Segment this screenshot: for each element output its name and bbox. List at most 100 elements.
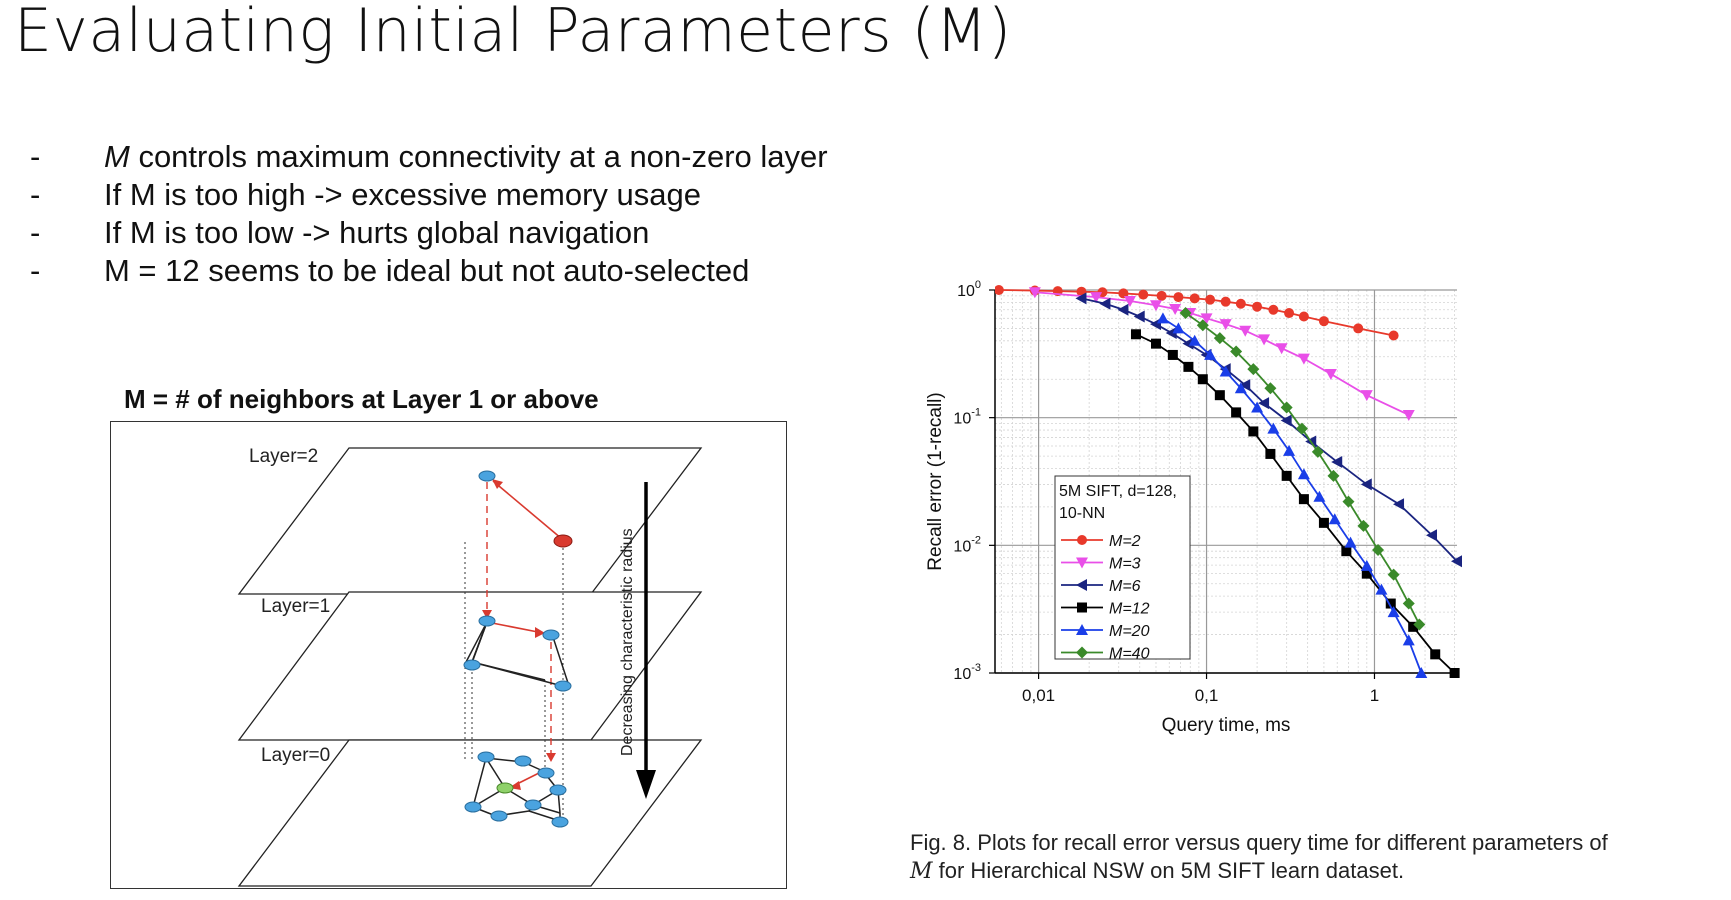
data-point [1268, 304, 1279, 315]
data-point [1138, 289, 1149, 300]
data-point [1130, 329, 1141, 340]
data-point [1189, 293, 1200, 304]
data-point [1360, 559, 1373, 571]
data-point [1167, 349, 1178, 360]
data-point [1213, 332, 1226, 345]
legend-swatch-marker [1076, 646, 1088, 659]
data-point [1372, 543, 1385, 556]
data-point [1360, 390, 1373, 402]
caption-line-1: Fig. 8. Plots for recall error versus qu… [910, 830, 1608, 855]
data-point [1200, 313, 1213, 325]
data-point [1156, 312, 1169, 324]
bullet-dash: - [30, 253, 41, 288]
data-point [1344, 536, 1357, 548]
data-point [1220, 296, 1231, 307]
legend-box [1054, 475, 1191, 660]
graph-node [514, 755, 532, 767]
graph-node [524, 799, 542, 811]
legend-title: 10-NN [1059, 505, 1105, 522]
bullet-item: - M controls maximum connectivity at a no… [30, 138, 828, 176]
graph-node [477, 751, 495, 763]
data-point [1295, 422, 1308, 435]
data-point [1197, 374, 1208, 385]
data-point [1150, 338, 1161, 349]
radius-arrow-label: Decreasing characteristic radius [619, 528, 636, 756]
layer-label: Layer=1 [261, 596, 330, 617]
bullet-item: - If M is too low -> hurts global navigat… [30, 214, 828, 252]
arrowhead [492, 479, 503, 489]
graph-node [537, 767, 555, 779]
data-point [1387, 606, 1400, 618]
legend-title: 5M SIFT, d=128, [1059, 483, 1177, 500]
descent-arrows [486, 482, 552, 755]
arrowhead [546, 753, 556, 762]
legend-label: M=12 [1109, 601, 1150, 618]
data-point [1388, 330, 1399, 341]
data-point [1297, 353, 1310, 365]
data-point [1328, 513, 1341, 525]
slide-title: Evaluating Initial Parameters (M) [14, 0, 1012, 66]
bullet-list: - M controls maximum connectivity at a no… [30, 138, 828, 290]
data-point [1361, 568, 1372, 579]
diagram-heading: M = # of neighbors at Layer 1 or above [124, 384, 599, 414]
caption-math: M [910, 859, 933, 884]
data-point [1219, 319, 1232, 331]
data-point [1425, 529, 1437, 542]
legend-label: M=20 [1109, 623, 1150, 640]
target-node [496, 782, 514, 794]
data-point [1248, 426, 1259, 437]
graph-node [549, 784, 567, 796]
data-point [1028, 287, 1041, 299]
data-point [995, 285, 1004, 295]
caption-line-2: M for Hierarchical NSW on 5M SIFT learn … [910, 857, 1608, 886]
x-axis-label: Query time, ms [1162, 715, 1291, 736]
data-point [1173, 292, 1184, 303]
data-point [1449, 668, 1460, 678]
legend: 5M SIFT, d=128, 10-NNM=2 M=3 M=6 M=12 M=20 M=4… [1054, 475, 1191, 663]
data-point [1169, 303, 1182, 315]
data-point [1247, 363, 1260, 376]
entry-point-node [553, 534, 573, 548]
data-point [1099, 297, 1111, 310]
data-point [1196, 319, 1209, 332]
legend-swatch-marker [1076, 557, 1088, 569]
x-tick-label: 1 [1370, 686, 1379, 705]
data-point [1375, 583, 1388, 595]
data-point [1281, 470, 1292, 481]
data-point [1385, 598, 1396, 609]
data-point [1311, 445, 1324, 458]
legend-swatch-marker [1077, 535, 1087, 545]
graph-node [478, 470, 496, 482]
arrowhead [482, 610, 492, 619]
data-point [1275, 343, 1288, 355]
data-point [1118, 288, 1129, 299]
data-point [1239, 379, 1251, 392]
bullet-dash: - [30, 215, 41, 250]
data-point [1231, 407, 1242, 418]
data-point [1402, 597, 1415, 610]
data-point [1324, 368, 1337, 380]
y-axis-label: Recall error (1-recall) [925, 392, 946, 570]
data-point [1280, 414, 1292, 427]
legend-swatch-marker [1076, 579, 1087, 591]
data-point [1402, 634, 1415, 646]
series-line [1185, 312, 1421, 625]
graph-node [554, 680, 572, 692]
data-point [1415, 667, 1428, 678]
data-point [1252, 301, 1263, 312]
legend-label: M=2 [1109, 533, 1141, 550]
layer-label: Layer=2 [249, 446, 318, 467]
data-point [1156, 290, 1167, 301]
recall-chart-svg: 0,01 0,1 1 100 10-1 10-2 10-3 Query time, ms Rec… [925, 279, 1462, 736]
data-point [1318, 517, 1329, 528]
radius-arrow-head [636, 770, 656, 799]
y-tick-label: 10-3 [953, 662, 981, 683]
layer-label: Layer=0 [261, 745, 330, 766]
x-tick-label: 0,01 [1022, 686, 1055, 705]
recall-chart: 0,01 0,1 1 100 10-1 10-2 10-3 Query time, ms Rec… [920, 276, 1560, 740]
data-point [1430, 649, 1441, 660]
data-point [1258, 334, 1271, 346]
data-point [1219, 365, 1232, 377]
data-point [1331, 455, 1343, 468]
data-point [1353, 323, 1364, 334]
